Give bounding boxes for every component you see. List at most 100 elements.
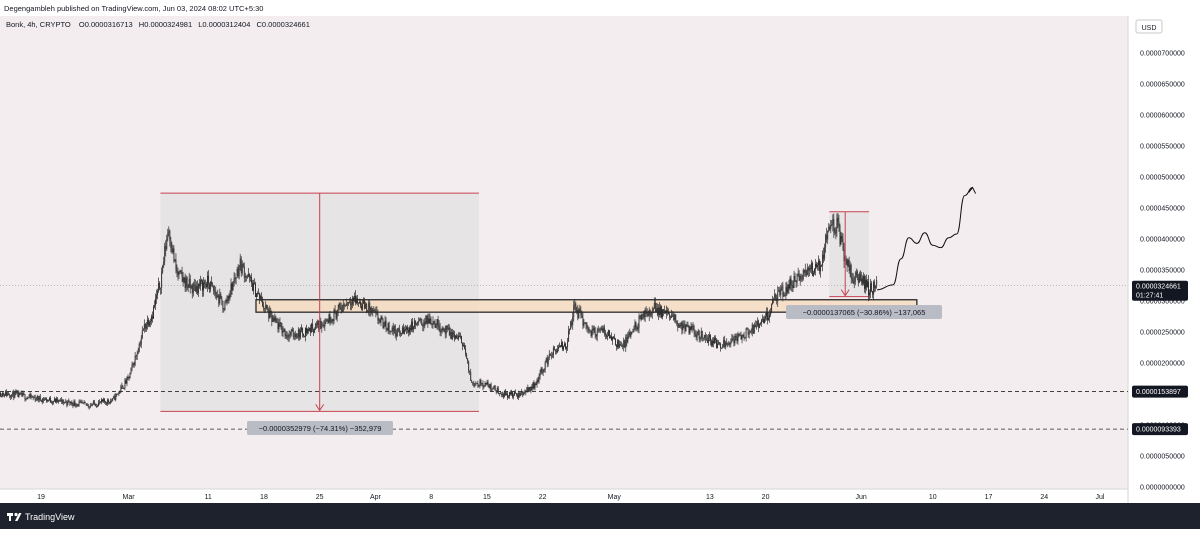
candle-body xyxy=(386,328,388,330)
candle-body xyxy=(516,393,518,395)
tradingview-logo-icon[interactable] xyxy=(7,512,22,521)
candle-body xyxy=(207,275,209,288)
candle-body xyxy=(157,290,159,296)
candle-body xyxy=(404,329,406,331)
candle-body xyxy=(245,276,247,277)
candle-body xyxy=(293,336,295,338)
candle-body xyxy=(323,324,325,327)
candle-body xyxy=(484,382,486,387)
candle-body xyxy=(209,283,211,290)
candle-body xyxy=(597,329,599,332)
candle-body xyxy=(38,396,40,401)
candle-body xyxy=(717,343,719,349)
horizontal-levels[interactable] xyxy=(0,285,1128,430)
last-price-tag[interactable] xyxy=(1132,280,1188,301)
candle-body xyxy=(812,272,814,276)
candle-body xyxy=(117,393,119,395)
candle-body xyxy=(576,309,578,312)
candle-body xyxy=(407,327,408,331)
candle-body xyxy=(543,369,545,373)
candle-body xyxy=(511,392,512,395)
candle-body xyxy=(721,347,723,349)
projection-curve[interactable] xyxy=(877,187,973,291)
candle-body xyxy=(0,392,1,397)
candle-body xyxy=(292,329,294,337)
candle-body xyxy=(161,272,163,288)
candle-body xyxy=(433,320,435,322)
candle-body xyxy=(657,307,659,315)
measure-labels: −0.0000352979 (−74.31%) −352,979 −0.00001… xyxy=(247,305,942,435)
publish-line: Degengambleh published on TradingView.co… xyxy=(4,4,263,13)
candle-body xyxy=(378,319,380,321)
candle-body xyxy=(392,327,394,332)
candle-body xyxy=(195,286,197,292)
candle-body xyxy=(124,380,126,388)
time-axis[interactable] xyxy=(0,489,1128,503)
price-axis[interactable] xyxy=(1128,16,1200,503)
candle-body xyxy=(646,312,648,314)
candle-body xyxy=(853,282,855,284)
x-tick-label: 18 xyxy=(260,494,268,501)
candle-body xyxy=(662,309,663,318)
candle-body xyxy=(818,260,819,266)
candle-body xyxy=(767,311,768,321)
candle-body xyxy=(186,277,188,286)
candle-body xyxy=(128,377,130,379)
candle-body xyxy=(329,314,331,322)
currency-label: USD xyxy=(1142,25,1157,32)
candle-body xyxy=(290,331,292,336)
candle-body xyxy=(495,390,497,393)
candle-body xyxy=(744,337,746,339)
candle-body xyxy=(870,283,872,293)
candle-body xyxy=(535,383,537,385)
candle-body xyxy=(118,391,120,394)
candle-body xyxy=(233,278,235,282)
candle-body xyxy=(519,393,521,397)
candle-body xyxy=(184,277,186,289)
candle-body xyxy=(312,323,314,330)
candle-body xyxy=(7,393,9,396)
candle-body xyxy=(865,279,866,289)
candle-body xyxy=(749,330,751,333)
x-tick-label: 25 xyxy=(316,494,324,501)
level-tag-2[interactable] xyxy=(1132,423,1188,436)
candle-body xyxy=(213,285,215,291)
candle-body xyxy=(756,320,758,326)
candle-body xyxy=(194,285,196,292)
candle-body xyxy=(521,391,523,394)
candle-body xyxy=(155,298,156,306)
y-tick-label: 0.0000350000 xyxy=(1140,268,1185,275)
tradingview-logo-text[interactable]: TradingView xyxy=(25,512,75,522)
currency-button[interactable] xyxy=(1135,19,1163,34)
candle-body xyxy=(334,309,336,314)
candle-body xyxy=(107,399,109,404)
level-tag-1[interactable] xyxy=(1132,385,1188,398)
candle-body xyxy=(220,294,222,299)
candle-body xyxy=(757,320,759,328)
candle-body xyxy=(687,325,689,327)
candle-body xyxy=(594,327,596,335)
candle-body xyxy=(249,277,251,278)
candle-body xyxy=(727,344,729,346)
candle-body xyxy=(109,402,111,404)
candle-body xyxy=(11,394,13,398)
candle-body xyxy=(94,403,96,407)
y-tick-label: 0.0000300000 xyxy=(1140,299,1185,306)
measure-label-box-1 xyxy=(247,421,393,435)
candle-body xyxy=(743,334,745,338)
candle-body xyxy=(397,328,399,330)
candle-body xyxy=(138,343,140,352)
candle-body xyxy=(464,345,466,349)
candle-body xyxy=(529,387,531,391)
candle-body xyxy=(592,329,594,331)
candle-body xyxy=(858,273,860,283)
candle-body xyxy=(573,305,575,317)
candle-body xyxy=(187,285,189,288)
candle-body xyxy=(311,323,313,333)
candle-body xyxy=(167,232,169,239)
projection-path[interactable] xyxy=(877,186,977,291)
candle-body xyxy=(645,310,647,314)
candle-body xyxy=(476,383,478,384)
